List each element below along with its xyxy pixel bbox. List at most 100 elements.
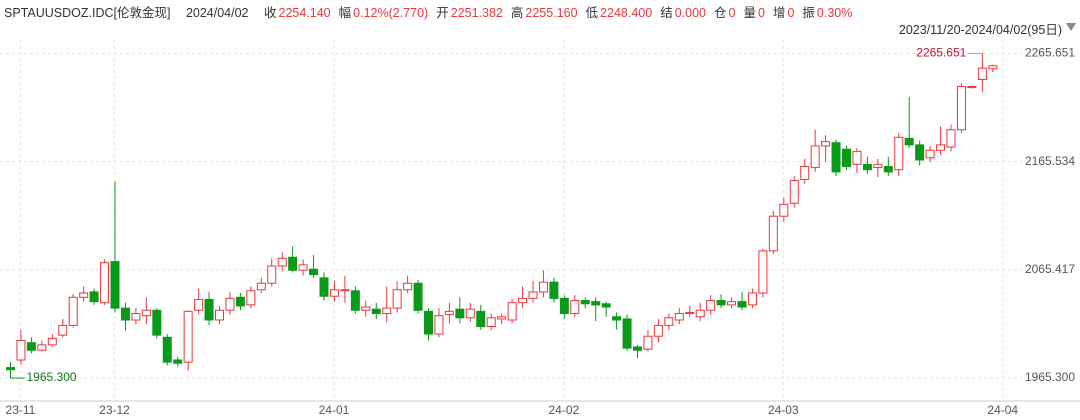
body (956, 85, 966, 131)
field-value: 0 (757, 6, 765, 20)
body (810, 145, 820, 169)
body (977, 67, 987, 80)
body (350, 290, 360, 311)
body (444, 310, 454, 316)
dropdown[interactable] (1066, 23, 1076, 31)
body (309, 268, 319, 276)
body (988, 65, 998, 70)
field-label: 高 (510, 6, 524, 20)
body (695, 309, 705, 318)
body (946, 129, 956, 148)
body (497, 316, 507, 320)
body (16, 340, 26, 361)
body (633, 346, 642, 351)
body (821, 141, 831, 147)
field-value: 2254.140 (278, 6, 331, 20)
body (215, 309, 224, 321)
body (538, 281, 548, 293)
body (47, 337, 57, 346)
body (413, 282, 423, 311)
body (622, 318, 632, 349)
body (110, 261, 120, 309)
body (37, 344, 47, 351)
max-label: 2265.651 (916, 46, 966, 60)
header: SPTAUUSDOZ.IDC[伦敦金现] 2024/04/02 收 2254.14… (4, 2, 860, 21)
body (549, 281, 559, 299)
body (392, 289, 402, 309)
body (664, 317, 674, 326)
body (26, 342, 36, 351)
field-label: 开 (436, 6, 449, 20)
body (120, 307, 130, 321)
field-value: 2248.400 (600, 6, 653, 20)
symbol: SPTAUUSDOZ.IDC[伦敦金现] (4, 6, 171, 20)
body (371, 308, 381, 315)
body (873, 163, 883, 169)
body (591, 301, 601, 306)
body (173, 359, 183, 364)
field-value: 0.30% (816, 6, 853, 20)
body (298, 264, 308, 271)
body (256, 282, 266, 291)
body (716, 300, 726, 306)
body (267, 265, 277, 284)
field-value: 2255.160 (525, 6, 578, 20)
x-tick-label: 23-12 (99, 403, 130, 417)
body (727, 301, 737, 306)
body (831, 142, 841, 173)
field-value: 0 (728, 6, 736, 20)
body (800, 165, 810, 180)
field-label: 量 (743, 6, 756, 20)
body (706, 300, 716, 311)
field-label: 振 (802, 6, 815, 20)
body (79, 292, 89, 298)
body (915, 144, 925, 161)
y-tick-label: 2165.534 (1025, 154, 1075, 168)
date: 2024/04/02 (185, 6, 249, 20)
body (768, 215, 778, 252)
field-label: 结 (660, 6, 673, 20)
body (643, 335, 653, 350)
body (204, 298, 214, 321)
min-label: 1965.300 (27, 370, 77, 384)
x-tick-label: 24-01 (319, 403, 350, 417)
field-label: 增 (772, 6, 786, 20)
range[interactable]: 2023/11/20-2024/04/02(95日) (898, 23, 1062, 37)
field-value: 0.000 (674, 6, 706, 20)
body (58, 324, 68, 336)
body (424, 310, 433, 335)
body (183, 310, 193, 363)
body (434, 315, 444, 335)
x-tick-label: 24-04 (987, 403, 1018, 417)
x-tick-label: 24-03 (768, 403, 799, 417)
body (162, 336, 172, 363)
body (6, 367, 15, 371)
body (455, 308, 465, 319)
body (518, 297, 528, 304)
body (758, 250, 768, 294)
body (967, 85, 977, 89)
body (612, 316, 622, 321)
body (403, 282, 413, 291)
body (277, 257, 287, 267)
body (288, 256, 298, 271)
body (382, 307, 392, 315)
body (904, 137, 914, 146)
body (329, 289, 339, 297)
body (747, 292, 757, 306)
body (319, 277, 329, 297)
field-label: 收 (263, 6, 277, 20)
body (685, 311, 695, 315)
field-label: 低 (585, 6, 599, 20)
body (528, 291, 538, 299)
body (737, 301, 747, 308)
body (152, 309, 162, 336)
x-tick-label: 24-02 (548, 403, 579, 417)
body (507, 302, 517, 321)
body (194, 298, 204, 311)
body (842, 148, 851, 167)
body (235, 296, 245, 307)
y-tick-label: 2065.417 (1025, 262, 1075, 276)
